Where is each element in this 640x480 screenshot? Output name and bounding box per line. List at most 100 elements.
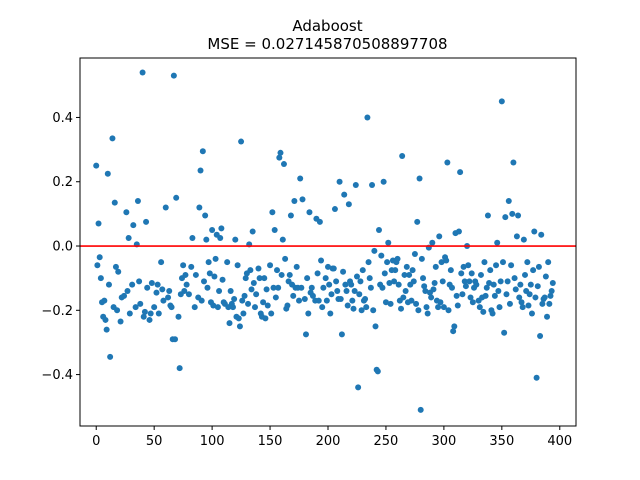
data-point [242, 275, 249, 282]
data-point [353, 273, 360, 280]
data-point [512, 286, 519, 293]
data-point [151, 304, 158, 311]
data-point [515, 212, 522, 219]
data-point [375, 226, 382, 233]
data-point [334, 288, 341, 295]
data-point [491, 292, 498, 299]
data-point [302, 331, 309, 338]
data-point [352, 181, 359, 188]
data-point [104, 170, 111, 177]
data-point [328, 291, 335, 298]
data-point [460, 263, 467, 270]
data-point [378, 252, 385, 259]
data-point [414, 218, 421, 225]
data-point [155, 310, 162, 317]
data-point [291, 198, 298, 205]
data-point [290, 292, 297, 299]
data-point [159, 286, 166, 293]
data-point [447, 267, 454, 274]
data-point [117, 318, 124, 325]
data-point [530, 267, 537, 274]
data-point [255, 265, 262, 272]
data-point [490, 281, 497, 288]
x-tick-label: 350 [489, 434, 514, 449]
data-point [115, 268, 122, 275]
data-point [484, 212, 491, 219]
data-point [549, 279, 556, 286]
data-point [357, 278, 364, 285]
data-point [387, 300, 394, 307]
data-point [105, 281, 112, 288]
data-point [203, 236, 210, 243]
data-point [166, 288, 173, 295]
data-point [548, 288, 555, 295]
data-point [432, 263, 439, 270]
data-point [269, 209, 276, 216]
data-point [314, 270, 321, 277]
data-point [249, 228, 256, 235]
data-point [429, 239, 436, 246]
data-point [272, 294, 279, 301]
data-point [453, 292, 460, 299]
data-point [308, 284, 315, 291]
data-point [534, 283, 541, 290]
data-point [392, 267, 399, 274]
data-point [331, 206, 338, 213]
data-point [232, 236, 239, 243]
data-point [384, 259, 391, 266]
data-point [261, 275, 268, 282]
data-point [483, 284, 490, 291]
data-point [212, 255, 219, 262]
data-point [276, 154, 283, 161]
data-point [499, 259, 506, 266]
data-point [320, 284, 327, 291]
data-point [462, 283, 469, 290]
data-point [196, 204, 203, 211]
data-point [502, 214, 509, 221]
data-point [130, 222, 137, 229]
data-point [391, 278, 398, 285]
data-point [356, 291, 363, 298]
data-point [510, 159, 517, 166]
data-point [410, 278, 417, 285]
data-point [481, 259, 488, 266]
data-point [172, 336, 179, 343]
data-point [416, 175, 423, 182]
data-point [298, 284, 305, 291]
data-point [319, 304, 326, 311]
data-point [282, 255, 289, 262]
data-point [301, 296, 308, 303]
data-point [518, 299, 525, 306]
axis-ticks: 0 50 100 150 200 250 300 350 400 −0.4 −0.2 0.0 0.2 0.… [41, 111, 572, 449]
data-point [173, 194, 180, 201]
data-point [336, 178, 343, 185]
data-point [160, 297, 167, 304]
data-point [506, 300, 513, 307]
data-point [494, 239, 501, 246]
data-point [430, 286, 437, 293]
data-point [137, 300, 144, 307]
data-point [436, 233, 443, 240]
data-point [280, 161, 287, 168]
data-point [214, 304, 221, 311]
data-point [525, 302, 532, 309]
data-point [123, 209, 130, 216]
data-point [349, 297, 356, 304]
data-point [537, 333, 544, 340]
data-point [315, 297, 322, 304]
data-point [371, 247, 378, 254]
data-point [102, 316, 109, 323]
data-point [385, 239, 392, 246]
data-point [547, 292, 554, 299]
data-point [422, 288, 429, 295]
data-point [458, 270, 465, 277]
data-point [517, 281, 524, 288]
data-point [274, 267, 281, 274]
data-point [323, 297, 330, 304]
data-point [545, 259, 552, 266]
data-point [455, 228, 462, 235]
data-point [342, 281, 349, 288]
data-point [148, 279, 155, 286]
data-point [437, 299, 444, 306]
